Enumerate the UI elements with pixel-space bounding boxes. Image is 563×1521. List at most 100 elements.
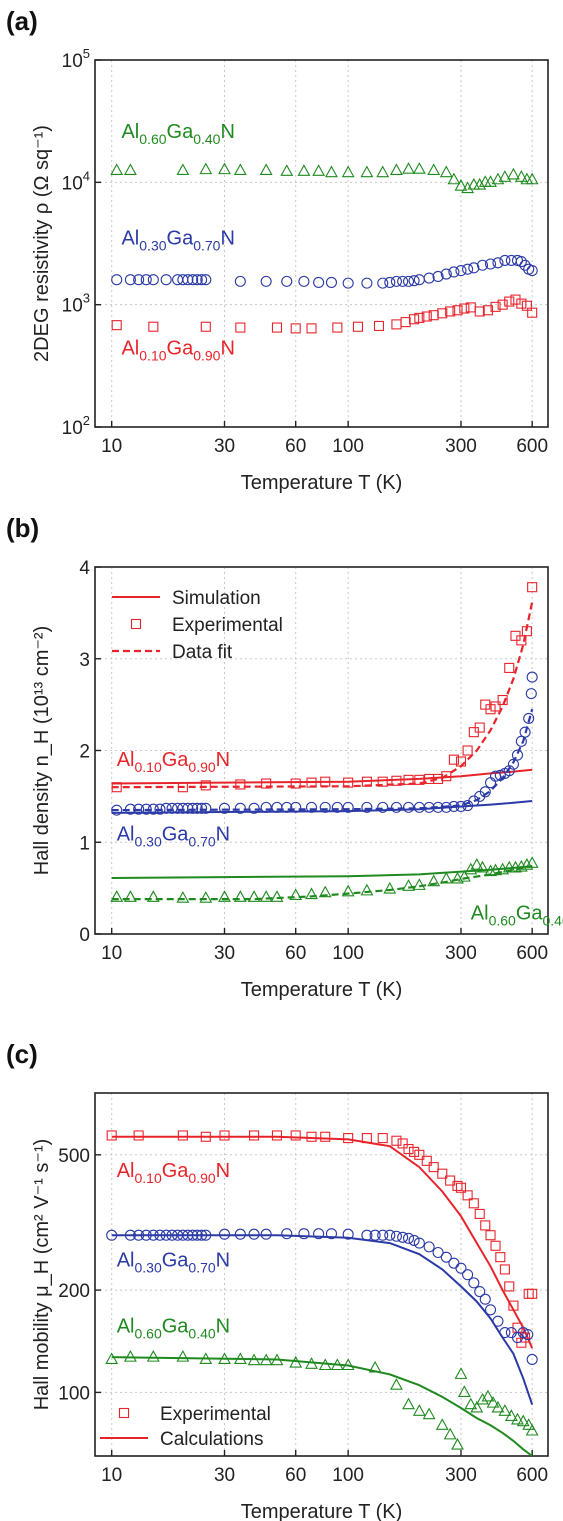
label-text: Ga <box>162 1160 190 1182</box>
panel-1: (b) 10 30 60 100 300 600 0 1 2 3 4 Temperature T (K)… <box>6 513 563 1001</box>
data-point <box>502 860 516 873</box>
data-point <box>519 259 531 271</box>
data-point <box>342 1228 354 1240</box>
data-point <box>147 1229 159 1241</box>
data-point <box>199 162 213 175</box>
data-point <box>233 163 247 176</box>
data-point <box>233 1352 247 1365</box>
label-text: Ga <box>162 1249 190 1271</box>
data-point <box>440 1251 452 1263</box>
y-tick-text: 3 <box>79 650 90 671</box>
data-point <box>146 1349 160 1362</box>
data-point <box>133 803 145 815</box>
label-text: Al <box>471 902 489 924</box>
data-point <box>412 878 426 890</box>
y-tick-label: 200 <box>58 1281 90 1302</box>
panel-letter: (c) <box>6 1039 38 1069</box>
y-axis-label: Hall density n_H (10¹³ cm⁻²) <box>31 626 53 876</box>
data-point <box>281 275 293 287</box>
data-point <box>342 801 354 813</box>
data-point <box>408 275 420 287</box>
data-point <box>461 181 475 194</box>
subscript: 0.10 <box>139 348 166 364</box>
data-point <box>298 275 310 287</box>
data-point <box>451 1437 464 1450</box>
data-point <box>260 801 272 813</box>
data-point <box>342 277 354 289</box>
y-tick-exponent: 4 <box>83 168 90 183</box>
data-point <box>259 890 273 902</box>
data-point <box>218 162 231 175</box>
data-point <box>187 274 199 286</box>
data-point <box>306 1131 317 1142</box>
data-point <box>527 307 538 318</box>
data-point <box>474 1286 486 1298</box>
data-point <box>290 323 301 334</box>
data-point <box>111 782 122 793</box>
data-point <box>133 1229 145 1241</box>
data-point <box>320 1131 331 1142</box>
data-point <box>259 1353 273 1366</box>
data-point <box>457 869 471 882</box>
data-point <box>352 321 363 332</box>
data-point <box>402 879 415 891</box>
y-tick-label: 0 <box>79 925 90 946</box>
data-point <box>297 164 311 176</box>
data-point <box>507 758 519 770</box>
data-point <box>330 1358 344 1371</box>
data-point <box>147 274 159 286</box>
x-tick-label: 600 <box>516 943 548 964</box>
data-point <box>196 274 208 286</box>
data-point <box>521 626 532 637</box>
data-point <box>319 801 331 813</box>
y-tick-base: 10 <box>62 51 83 72</box>
data-point <box>146 890 160 902</box>
data-point <box>402 1397 415 1410</box>
legend-marker-square <box>130 618 142 630</box>
data-point <box>408 1234 420 1246</box>
x-tick-label: 10 <box>101 436 122 457</box>
data-point <box>377 1133 388 1144</box>
data-point <box>176 891 190 903</box>
data-point <box>218 890 231 902</box>
data-point <box>403 1143 414 1155</box>
data-point <box>474 306 485 317</box>
data-point <box>445 306 456 317</box>
label-text: Al <box>117 823 135 845</box>
data-point <box>470 1400 484 1413</box>
data-point <box>271 322 283 333</box>
data-point <box>177 782 188 793</box>
data-point <box>105 1352 119 1365</box>
data-point <box>199 891 213 903</box>
data-point <box>124 274 136 286</box>
data-point <box>432 1246 444 1259</box>
data-point <box>439 165 453 178</box>
data-point <box>166 802 178 814</box>
data-point <box>200 321 211 332</box>
data-point <box>470 858 484 870</box>
label-text: N <box>216 1316 230 1338</box>
data-point <box>233 890 247 902</box>
data-point <box>402 275 415 287</box>
data-point <box>106 1130 117 1141</box>
data-point <box>306 323 317 334</box>
data-point <box>160 1229 172 1241</box>
plot-frame <box>94 59 549 428</box>
data-point <box>479 786 491 798</box>
composition-label: Al0.10Ga0.90N <box>117 1160 230 1186</box>
data-point <box>504 296 515 307</box>
subscript: 0.30 <box>134 1259 161 1275</box>
composition-label: Al0.60Ga0.40N <box>121 121 234 147</box>
legend-label: Experimental <box>160 1404 271 1425</box>
label-text: N <box>220 121 234 143</box>
subscript: 0.40 <box>543 912 563 928</box>
y-tick-label: 102 <box>62 413 90 439</box>
data-point <box>176 1349 190 1362</box>
data-point <box>447 172 461 185</box>
data-point <box>474 722 485 733</box>
data-point <box>468 1277 480 1289</box>
data-point <box>234 1228 246 1240</box>
subscript: 0.90 <box>188 759 215 775</box>
y-tick-label: 105 <box>62 46 90 72</box>
